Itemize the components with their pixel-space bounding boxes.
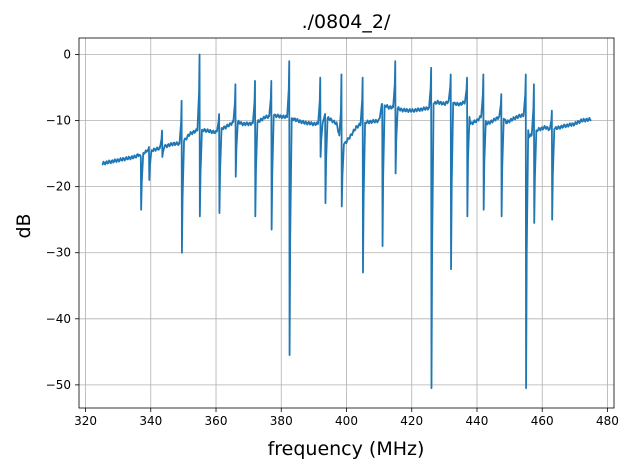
x-tick-label: 380 (270, 414, 293, 428)
x-tick-label: 480 (596, 414, 619, 428)
y-tick-label: −40 (46, 312, 71, 326)
x-tick-label: 340 (139, 414, 162, 428)
x-axis-title: frequency (MHz) (268, 438, 425, 460)
x-tick-label: 460 (531, 414, 554, 428)
y-tick-label: 0 (63, 48, 71, 62)
y-axis-title: dB (13, 213, 35, 238)
chart-title: ./0804_2/ (302, 11, 391, 33)
x-tick-label: 320 (74, 414, 97, 428)
grid (79, 38, 614, 408)
data-layer (101, 53, 592, 390)
axis-ticks: 320 340 360 380 400 420 440 460 480 0 −10 −20 −30 −40… (46, 48, 619, 428)
y-tick-label: −20 (46, 180, 71, 194)
y-tick-label: −50 (46, 378, 71, 392)
x-tick-label: 420 (400, 414, 423, 428)
y-tick-label: −30 (46, 246, 71, 260)
y-tick-label: −10 (46, 114, 71, 128)
x-tick-label: 400 (335, 414, 358, 428)
x-tick-label: 440 (466, 414, 489, 428)
series-line (101, 53, 592, 390)
x-tick-label: 360 (205, 414, 228, 428)
